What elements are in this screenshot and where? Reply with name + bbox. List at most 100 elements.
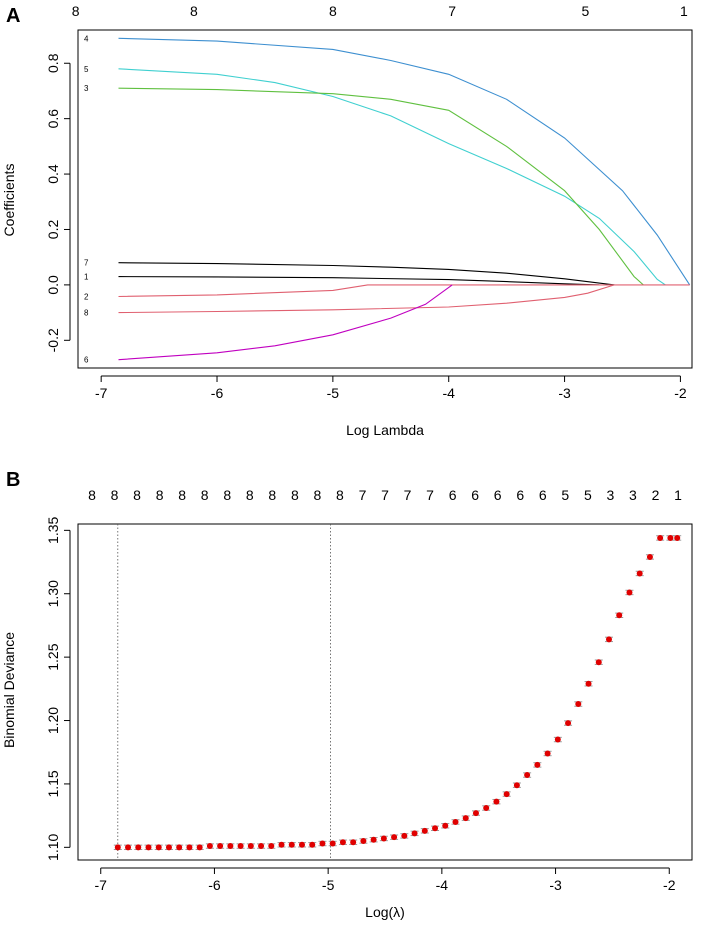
series-line-8: [118, 284, 615, 314]
data-point: [646, 553, 653, 560]
data-point: [401, 832, 408, 839]
series-line-6: [118, 284, 453, 361]
top-axis-label: 3: [606, 487, 614, 503]
top-axis-label: 2: [652, 487, 660, 503]
panel-b: B 1.101.151.201.251.301.35 -7 -6 -5 -4 -3 -2 …: [1, 469, 693, 920]
data-point: [237, 843, 244, 850]
y-axis-b: 1.10 1.15 1.20 1.25 1.30 1.35: [45, 517, 71, 861]
data-point: [544, 750, 551, 757]
top-axis-label: 6: [516, 487, 524, 503]
top-axis-label: 8: [88, 487, 96, 503]
series-line-4: [118, 37, 691, 286]
series-label-4: 4: [84, 34, 89, 43]
y-tick-label: -0.2: [45, 328, 61, 352]
series-line-7: [118, 262, 615, 286]
y-tick-label: 1.15: [45, 770, 61, 797]
top-axis-label: 8: [291, 487, 299, 503]
x-tick-label: -5: [322, 877, 335, 893]
data-point: [452, 818, 459, 825]
y-tick-label: 1.30: [45, 580, 61, 607]
data-point: [595, 659, 602, 666]
data-point: [432, 825, 439, 832]
top-axis-label: 8: [268, 487, 276, 503]
data-point: [626, 589, 633, 596]
data-point: [421, 827, 428, 834]
data-point: [125, 844, 132, 851]
x-tick-label: -2: [674, 385, 687, 401]
data-point: [217, 843, 224, 850]
x-axis-title-b: Log(λ): [365, 904, 405, 920]
data-point: [186, 844, 193, 851]
x-tick-label: -2: [663, 877, 676, 893]
data-point: [319, 840, 326, 847]
x-tick-label: -5: [327, 385, 340, 401]
y-tick-label: 0.2: [45, 220, 61, 240]
data-point: [585, 680, 592, 687]
top-axis-a: 8 8 8 7 5 1: [72, 3, 688, 19]
x-tick-label: -7: [95, 385, 108, 401]
top-axis-label: 7: [381, 487, 389, 503]
series-label-6: 6: [84, 356, 89, 365]
data-point: [657, 534, 664, 541]
top-axis-label: 8: [329, 3, 337, 19]
data-point: [667, 534, 674, 541]
top-axis-label: 6: [449, 487, 457, 503]
data-point: [176, 844, 183, 851]
series-line-1: [118, 276, 600, 286]
data-point: [206, 843, 213, 850]
data-point: [472, 810, 479, 817]
x-axis-a: -7 -6 -5 -4 -3 -2: [95, 375, 687, 401]
reference-lines-b: [117, 524, 331, 860]
x-axis-b: -7 -6 -5 -4 -3 -2: [95, 867, 676, 893]
series-line-2: [118, 284, 690, 298]
data-point: [145, 844, 152, 851]
x-tick-label: -6: [208, 877, 221, 893]
data-point: [155, 844, 162, 851]
top-axis-label: 7: [359, 487, 367, 503]
top-axis-label: 1: [680, 3, 688, 19]
top-axis-label: 8: [156, 487, 164, 503]
data-point: [298, 841, 305, 848]
data-point: [247, 843, 254, 850]
y-tick-label: 1.35: [45, 517, 61, 544]
data-point: [268, 843, 275, 850]
top-axis-label: 7: [426, 487, 434, 503]
top-axis-label: 6: [471, 487, 479, 503]
series-label-1: 1: [84, 273, 89, 282]
data-point: [309, 841, 316, 848]
data-point: [462, 815, 469, 822]
top-axis-label: 6: [539, 487, 547, 503]
x-tick-label: -6: [211, 385, 224, 401]
data-point: [391, 834, 398, 841]
data-point: [360, 837, 367, 844]
panel-letter-a: A: [6, 5, 20, 27]
top-axis-label: 1: [674, 487, 682, 503]
data-point: [605, 636, 612, 643]
data-point: [636, 570, 643, 577]
top-axis-label: 5: [582, 3, 590, 19]
series-label-7: 7: [84, 259, 89, 268]
series-label-5: 5: [84, 65, 89, 74]
data-points-b: [113, 534, 682, 851]
data-point: [565, 720, 572, 727]
data-point: [524, 772, 531, 779]
data-point: [513, 782, 520, 789]
top-axis-label: 8: [72, 3, 80, 19]
data-point: [329, 840, 336, 847]
series-label-3: 3: [84, 84, 89, 93]
data-point: [493, 798, 500, 805]
top-axis-label: 8: [133, 487, 141, 503]
x-tick-label: -4: [442, 385, 455, 401]
data-point: [339, 839, 346, 846]
top-axis-label: 8: [313, 487, 321, 503]
data-point: [616, 612, 623, 619]
data-point: [196, 844, 203, 851]
panel-letter-b: B: [6, 469, 20, 491]
top-axis-label: 7: [404, 487, 412, 503]
top-axis-label: 8: [190, 3, 198, 19]
x-tick-label: -4: [436, 877, 449, 893]
top-axis-label: 6: [494, 487, 502, 503]
y-tick-label: 1.25: [45, 643, 61, 670]
